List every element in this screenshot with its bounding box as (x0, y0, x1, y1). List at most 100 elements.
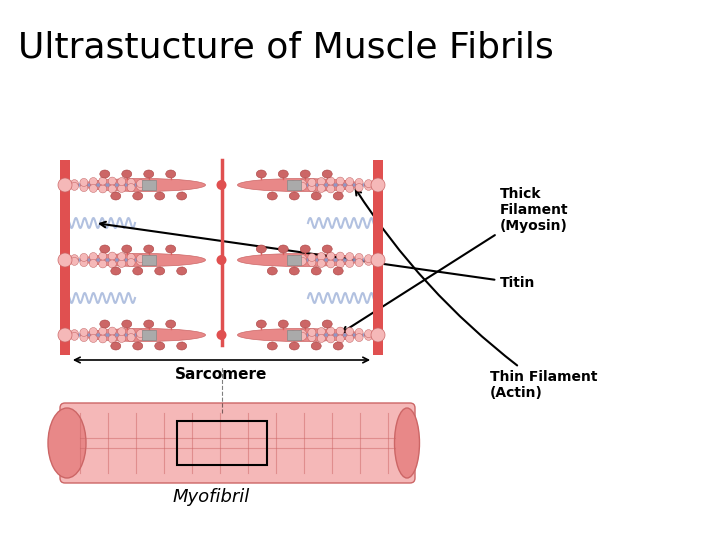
Ellipse shape (238, 253, 362, 267)
Circle shape (71, 332, 78, 340)
Circle shape (61, 181, 69, 189)
Circle shape (327, 185, 335, 193)
Circle shape (327, 252, 335, 260)
Ellipse shape (155, 192, 165, 200)
Circle shape (117, 334, 126, 342)
Circle shape (308, 259, 316, 267)
Circle shape (355, 259, 363, 267)
Ellipse shape (217, 180, 227, 190)
Ellipse shape (132, 192, 143, 200)
Text: Thick
Filament
(Myosin): Thick Filament (Myosin) (342, 187, 569, 332)
Circle shape (374, 256, 382, 264)
Circle shape (127, 184, 135, 192)
Circle shape (117, 185, 126, 192)
Ellipse shape (176, 192, 186, 200)
Circle shape (327, 177, 335, 185)
Ellipse shape (166, 320, 176, 328)
Circle shape (374, 331, 382, 339)
Ellipse shape (289, 267, 300, 275)
Circle shape (336, 260, 344, 268)
Ellipse shape (166, 245, 176, 253)
Circle shape (364, 332, 372, 340)
Circle shape (327, 260, 335, 268)
Circle shape (364, 180, 372, 187)
Ellipse shape (132, 267, 143, 275)
Ellipse shape (333, 192, 343, 200)
FancyBboxPatch shape (60, 160, 70, 355)
Circle shape (299, 183, 307, 191)
Circle shape (346, 334, 354, 342)
Ellipse shape (323, 320, 332, 328)
Circle shape (318, 185, 325, 192)
Ellipse shape (371, 178, 385, 192)
Circle shape (108, 185, 116, 193)
Circle shape (117, 253, 126, 260)
Ellipse shape (100, 170, 109, 178)
Circle shape (327, 335, 335, 343)
Ellipse shape (300, 170, 310, 178)
Circle shape (299, 255, 307, 262)
Ellipse shape (111, 267, 121, 275)
Circle shape (299, 258, 307, 265)
FancyBboxPatch shape (373, 160, 383, 355)
Ellipse shape (144, 245, 154, 253)
Circle shape (99, 177, 107, 185)
Ellipse shape (176, 342, 186, 350)
Circle shape (61, 331, 69, 339)
Circle shape (71, 183, 78, 191)
Ellipse shape (256, 320, 266, 328)
Ellipse shape (323, 245, 332, 253)
Circle shape (99, 327, 107, 335)
Ellipse shape (58, 253, 72, 267)
Ellipse shape (300, 320, 310, 328)
Circle shape (137, 255, 145, 262)
Ellipse shape (176, 267, 186, 275)
Circle shape (299, 180, 307, 187)
FancyBboxPatch shape (287, 180, 301, 190)
Ellipse shape (333, 267, 343, 275)
Ellipse shape (238, 179, 362, 192)
Circle shape (308, 328, 316, 336)
Ellipse shape (267, 267, 277, 275)
Circle shape (374, 181, 382, 189)
FancyBboxPatch shape (287, 330, 301, 340)
Circle shape (99, 185, 107, 193)
Circle shape (99, 260, 107, 268)
Circle shape (80, 178, 88, 186)
Ellipse shape (81, 328, 205, 341)
Circle shape (346, 178, 354, 186)
Circle shape (89, 253, 97, 260)
Circle shape (146, 256, 154, 264)
Circle shape (327, 327, 335, 335)
FancyBboxPatch shape (142, 180, 156, 190)
Circle shape (127, 259, 135, 267)
Circle shape (364, 183, 372, 191)
FancyBboxPatch shape (60, 403, 415, 483)
Circle shape (336, 177, 344, 185)
Circle shape (108, 335, 116, 343)
Circle shape (289, 331, 297, 339)
Circle shape (108, 252, 116, 260)
FancyBboxPatch shape (287, 255, 301, 265)
Ellipse shape (278, 245, 288, 253)
Circle shape (308, 184, 316, 192)
Circle shape (146, 181, 154, 189)
Ellipse shape (311, 342, 321, 350)
Circle shape (80, 253, 88, 261)
Ellipse shape (155, 342, 165, 350)
Circle shape (355, 178, 363, 186)
Circle shape (364, 258, 372, 265)
Bar (176, 421, 266, 465)
Circle shape (289, 181, 297, 189)
Ellipse shape (333, 342, 343, 350)
Ellipse shape (395, 408, 420, 478)
Ellipse shape (371, 328, 385, 342)
Circle shape (71, 255, 78, 262)
Circle shape (355, 334, 363, 342)
Circle shape (289, 331, 297, 339)
Circle shape (127, 328, 135, 336)
Circle shape (336, 252, 344, 260)
Circle shape (71, 329, 78, 338)
Circle shape (117, 259, 126, 267)
Circle shape (355, 184, 363, 192)
